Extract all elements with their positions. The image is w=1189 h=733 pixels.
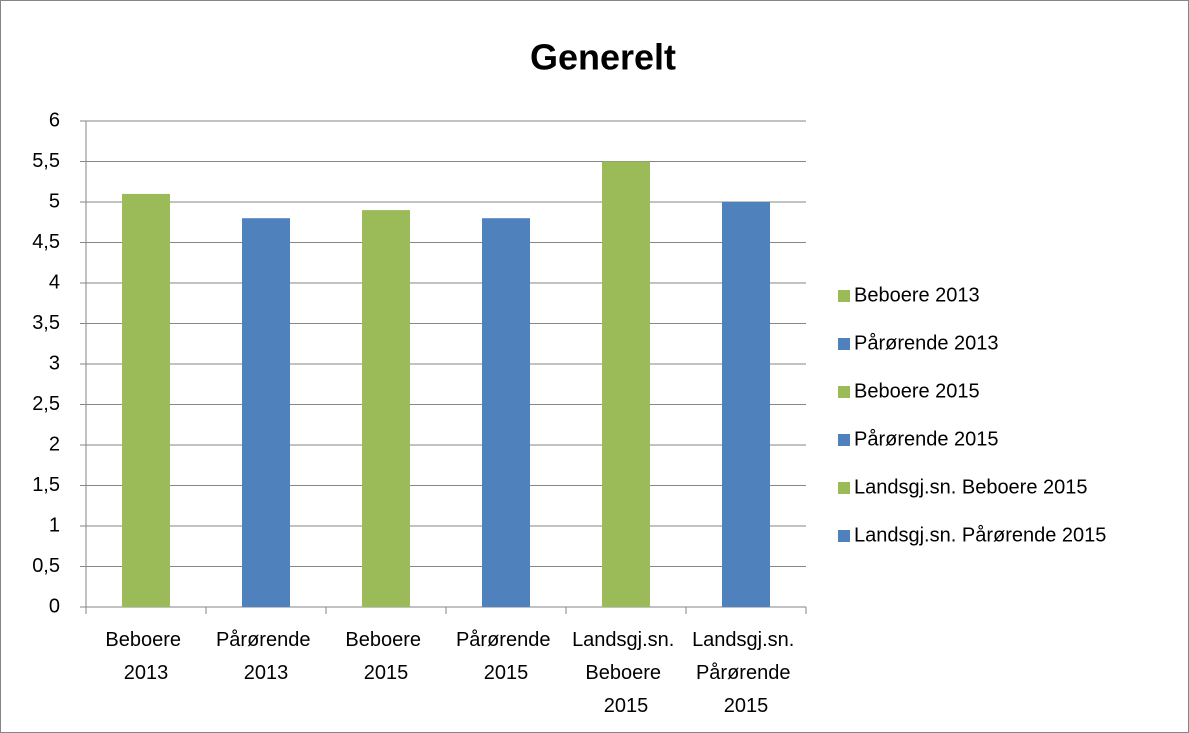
y-tick-label: 2: [49, 433, 60, 455]
bar: [602, 161, 650, 607]
y-tick-label: 6: [49, 109, 60, 131]
bar: [482, 218, 530, 607]
legend-label: Pårørende 2015: [854, 428, 999, 450]
legend-label: Beboere 2013: [854, 284, 980, 306]
x-tick-label: Pårørende 2015: [456, 629, 556, 684]
y-tick-label: 5,5: [32, 150, 60, 172]
legend-label: Landsgj.sn. Beboere 2015: [854, 476, 1088, 498]
bar: [122, 193, 170, 607]
legend-label: Pårørende 2013: [854, 332, 999, 354]
legend-swatch: [838, 482, 850, 494]
bar: [362, 210, 410, 607]
y-tick-label: 5: [49, 190, 60, 212]
legend-label: Beboere 2015: [854, 380, 980, 402]
x-tick-label: Beboere 2013: [105, 629, 186, 684]
chart-title: Generelt: [530, 37, 676, 78]
legend-swatch: [838, 434, 850, 446]
legend-swatch: [838, 386, 850, 398]
y-tick-label: 4,5: [32, 231, 60, 253]
legend-swatch: [838, 530, 850, 542]
x-tick-label: Pårørende 2013: [216, 629, 316, 684]
x-tick-label: Beboere 2015: [345, 629, 426, 684]
y-tick-label: 1: [49, 514, 60, 536]
y-tick-label: 0: [49, 595, 60, 617]
y-tick-label: 2,5: [32, 393, 60, 415]
legend-swatch: [838, 290, 850, 302]
bar: [722, 202, 770, 607]
x-tick-label: Landsgj.sn. Pårørende 2015: [692, 629, 800, 717]
y-tick-label: 0,5: [32, 555, 60, 577]
y-tick-label: 3: [49, 352, 60, 374]
bar: [242, 218, 290, 607]
legend-swatch: [838, 338, 850, 350]
y-tick-label: 3,5: [32, 312, 60, 334]
x-tick-label: Landsgj.sn. Beboere 2015: [572, 629, 680, 717]
legend-label: Landsgj.sn. Pårørende 2015: [854, 524, 1106, 546]
y-tick-label: 4: [49, 271, 60, 293]
y-tick-label: 1,5: [32, 474, 60, 496]
